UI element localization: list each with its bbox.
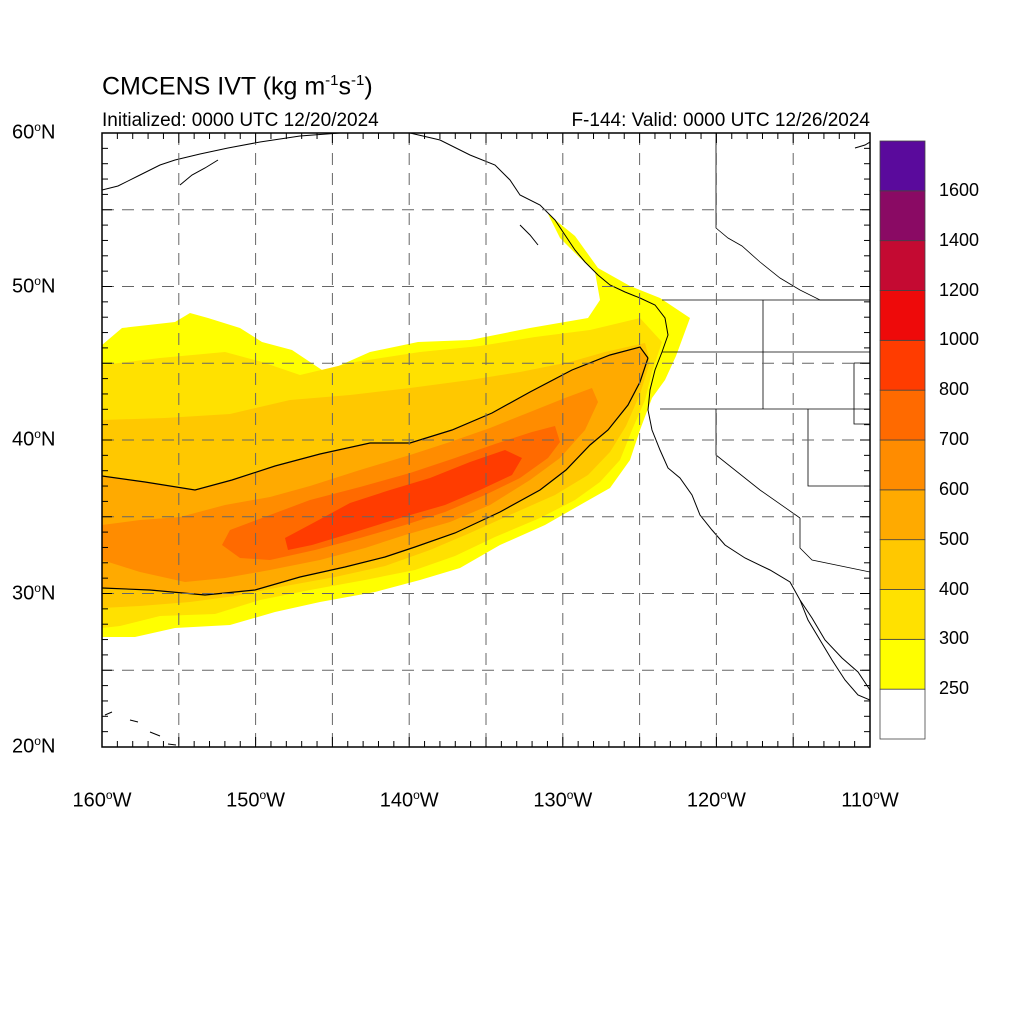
colorbar-segment xyxy=(879,489,926,541)
lon-value: 160 xyxy=(72,789,106,812)
hemisphere: N xyxy=(40,582,56,605)
colorbar-label: 400 xyxy=(939,578,970,599)
lon-label: 140oW xyxy=(380,788,439,813)
lat-value: 40 xyxy=(12,428,35,451)
colorbar-segment xyxy=(879,339,926,391)
lat-value: 30 xyxy=(12,582,35,605)
degree-mark: o xyxy=(105,788,113,802)
lat-label: 40oN xyxy=(12,427,55,452)
ivt-band-800 xyxy=(285,450,522,550)
lon-value: 130 xyxy=(533,789,567,812)
degree-mark: o xyxy=(413,788,420,802)
hemisphere: W xyxy=(573,789,593,812)
degree-mark: o xyxy=(720,788,727,802)
degree-mark: o xyxy=(34,273,41,288)
political-borders xyxy=(660,133,870,573)
colorbar-segment xyxy=(879,589,926,640)
colorbar-label: 500 xyxy=(939,528,970,549)
axis-ticks xyxy=(101,132,871,748)
colorbar-label: 1200 xyxy=(939,279,980,300)
degree-mark: o xyxy=(34,427,41,441)
colorbar-segment xyxy=(879,389,926,441)
colorbar-label: 1000 xyxy=(939,329,980,350)
colorbar-label: 600 xyxy=(939,478,970,499)
colorbar-segment xyxy=(879,190,926,242)
hemisphere: W xyxy=(266,789,286,812)
degree-mark: o xyxy=(566,788,574,802)
lat-label: 20oN xyxy=(12,734,55,759)
ivt-contour-lines xyxy=(102,346,649,596)
lat-value: 20 xyxy=(12,735,35,758)
colorbar-label: 700 xyxy=(939,429,970,449)
lat-value: 50 xyxy=(12,275,35,298)
lat-label: 50oN xyxy=(12,274,55,299)
ivt-band-600 xyxy=(102,388,598,582)
lon-label: 130oW xyxy=(533,788,592,813)
hemisphere: W xyxy=(419,789,439,812)
degree-mark: o xyxy=(259,788,267,802)
lon-value: 120 xyxy=(686,789,721,812)
hemisphere: N xyxy=(40,275,56,298)
hemisphere: W xyxy=(879,789,899,812)
colorbar-segment xyxy=(879,539,926,590)
lon-value: 150 xyxy=(226,789,260,812)
hemisphere: N xyxy=(40,735,56,758)
lon-label: 110oW xyxy=(841,788,898,813)
hemisphere: W xyxy=(726,789,746,812)
colorbar-segment xyxy=(879,140,926,192)
colorbar-label: 800 xyxy=(939,379,970,400)
hemisphere: N xyxy=(40,121,56,144)
lat-label: 30oN xyxy=(12,581,55,606)
degree-mark: o xyxy=(34,580,41,595)
colorbar-label: 1600 xyxy=(939,179,980,200)
valid-time: F-144: Valid: 0000 UTC 12/26/2024 xyxy=(571,110,870,131)
graticule xyxy=(102,133,870,747)
colorbar-label: 1400 xyxy=(939,229,980,250)
hemisphere: W xyxy=(112,789,132,812)
lon-value: 110 xyxy=(841,789,874,812)
colorbar-segment xyxy=(879,240,926,291)
colorbar-segment xyxy=(879,290,926,341)
lon-label: 120oW xyxy=(687,788,746,813)
lon-label: 160oW xyxy=(73,788,132,813)
colorbar-segment xyxy=(879,638,926,690)
colorbar-segment xyxy=(879,439,926,491)
lon-value: 140 xyxy=(379,789,414,812)
chart-title: CMCENS IVT (kg m-1s-1) xyxy=(102,72,373,101)
colorbar-label: 300 xyxy=(939,628,970,649)
lat-label: 60oN xyxy=(12,120,55,145)
degree-mark: o xyxy=(34,734,41,748)
colorbar-segment xyxy=(879,688,926,740)
colorbar-label: 250 xyxy=(939,678,970,699)
hemisphere: N xyxy=(40,428,56,451)
colorbar xyxy=(879,140,926,740)
degree-mark: o xyxy=(873,788,880,802)
degree-mark: o xyxy=(34,120,41,134)
lon-label: 150oW xyxy=(226,788,285,813)
ivt-field xyxy=(102,214,690,637)
initialized-time: Initialized: 0000 UTC 12/20/2024 xyxy=(102,110,379,131)
lat-value: 60 xyxy=(12,121,35,144)
